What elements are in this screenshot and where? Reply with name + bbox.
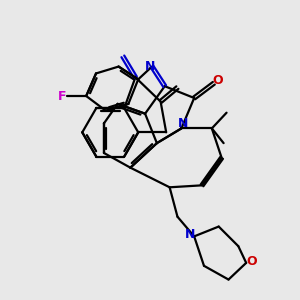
Text: N: N xyxy=(145,60,156,73)
Text: N: N xyxy=(178,118,188,130)
Text: F: F xyxy=(58,89,66,103)
Text: O: O xyxy=(212,74,223,87)
Text: N: N xyxy=(184,228,195,242)
Text: O: O xyxy=(247,255,257,268)
